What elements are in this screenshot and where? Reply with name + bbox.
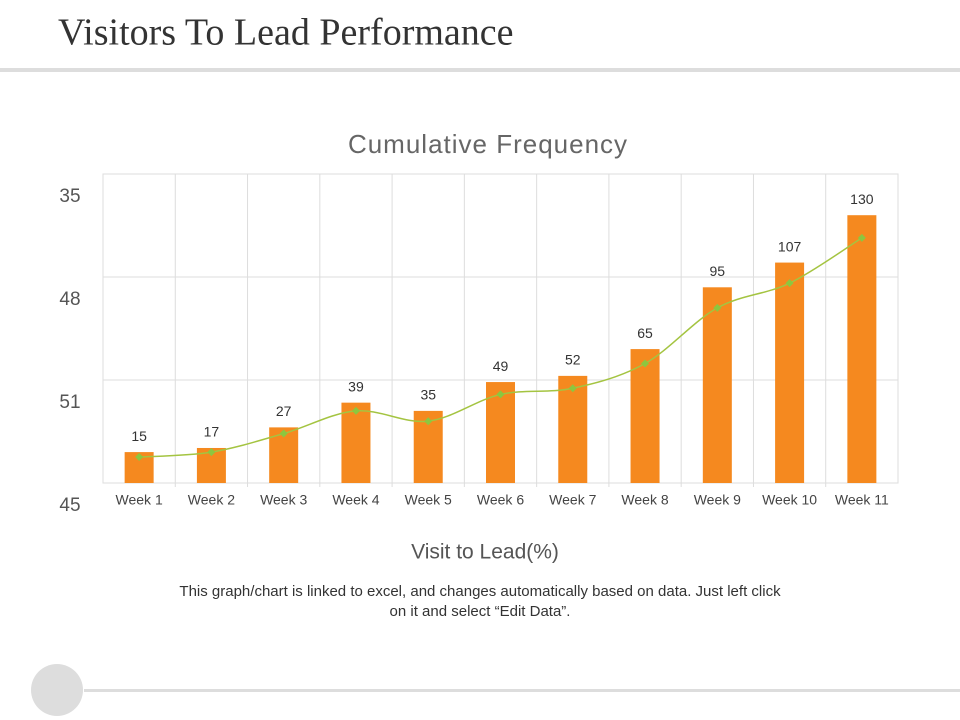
line-marker (641, 359, 650, 368)
header-rule (0, 68, 960, 72)
footer-rule (84, 689, 960, 692)
bar (847, 215, 877, 483)
bar (775, 262, 805, 483)
y-tick-label: 35 (59, 186, 80, 207)
x-tick-label: Week 6 (477, 492, 524, 508)
line-marker (496, 390, 505, 399)
data-label: 15 (131, 428, 147, 444)
bar (702, 287, 732, 483)
data-label: 107 (778, 238, 802, 254)
x-axis-label: Visit to Lead(%) (411, 541, 559, 564)
x-tick-label: Week 7 (549, 492, 596, 508)
x-tick-label: Week 3 (260, 492, 307, 508)
y-tick-label: 48 (59, 289, 80, 310)
data-label: 17 (204, 424, 220, 440)
bar (486, 382, 515, 483)
chart-title: Cumulative Frequency (348, 129, 628, 159)
line-marker (135, 453, 144, 462)
x-tick-label: Week 2 (188, 492, 235, 508)
data-label: 65 (637, 325, 653, 341)
data-label: 49 (493, 358, 509, 374)
line-marker (424, 417, 433, 426)
x-tick-label: Week 10 (762, 492, 817, 508)
line-marker (207, 448, 216, 457)
x-tick-label: Week 9 (694, 492, 741, 508)
x-tick-label: Week 8 (621, 492, 668, 508)
y-tick-label: 45 (59, 495, 80, 516)
data-label: 130 (850, 191, 874, 207)
y-tick-label: 51 (59, 392, 80, 413)
footer-circle (31, 664, 83, 716)
x-tick-label: Week 4 (332, 492, 379, 508)
note: This graph/chart is linked to excel, and… (179, 583, 781, 620)
data-label: 52 (565, 352, 581, 368)
line-marker (785, 279, 794, 288)
x-tick-label: Week 1 (116, 492, 163, 508)
bar (558, 375, 588, 483)
data-label: 35 (420, 387, 436, 403)
bar (341, 402, 371, 483)
x-tick-label: Week 5 (405, 492, 452, 508)
x-tick-label: Week 11 (835, 492, 889, 508)
data-label: 95 (710, 263, 726, 279)
data-label: 27 (276, 403, 292, 419)
line-marker (713, 303, 722, 312)
line-marker (351, 406, 360, 415)
bar (630, 349, 660, 483)
line-marker (857, 233, 866, 242)
page-title: Visitors To Lead Performance (58, 12, 514, 54)
line-marker (279, 429, 288, 438)
data-label: 39 (348, 378, 364, 394)
line-marker (568, 384, 577, 393)
